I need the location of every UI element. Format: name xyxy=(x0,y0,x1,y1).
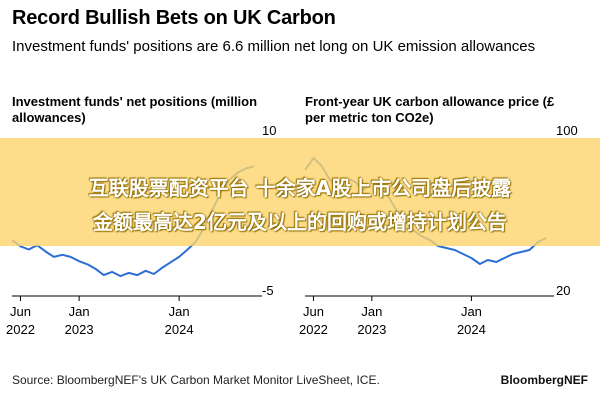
left-panel-title: Investment funds' net positions (million… xyxy=(12,94,258,125)
right-x-tick-year: 2022 xyxy=(299,322,328,337)
left-x-tick-month: Jan xyxy=(69,304,90,319)
right-x-tick-year: 2023 xyxy=(357,322,386,337)
left-y-tick-label: -5 xyxy=(262,283,274,298)
right-x-tick-month: Jan xyxy=(361,304,382,319)
left-x-tick-year: 2024 xyxy=(165,322,194,337)
right-x-tick-month: Jun xyxy=(303,304,324,319)
source-note: Source: BloombergNEF's UK Carbon Market … xyxy=(12,373,380,387)
brand-logo: BloombergNEF xyxy=(500,373,588,387)
right-y-tick-label: 100 xyxy=(556,123,578,138)
left-x-tick-year: 2023 xyxy=(65,322,94,337)
overlay-text-line-2: 金额最高达2亿元及以上的回购或增持计划公告 xyxy=(93,210,507,234)
left-x-tick-year: 2022 xyxy=(6,322,35,337)
right-panel-title: Front-year UK carbon allowance price (£ … xyxy=(305,94,555,125)
overlay-text-line-1: 互联股票配资平台 十余家A股上市公司盘后披露 xyxy=(88,176,512,200)
left-y-tick-label: 10 xyxy=(262,123,276,138)
right-x-tick-year: 2024 xyxy=(457,322,486,337)
right-x-tick-month: Jan xyxy=(461,304,482,319)
right-y-tick-label: 20 xyxy=(556,283,570,298)
left-x-tick-month: Jun xyxy=(10,304,31,319)
overlay-banner xyxy=(0,138,600,246)
chart-subtitle: Investment funds' positions are 6.6 mill… xyxy=(12,38,536,55)
chart-title: Record Bullish Bets on UK Carbon xyxy=(12,7,336,29)
left-x-tick-month: Jan xyxy=(169,304,190,319)
